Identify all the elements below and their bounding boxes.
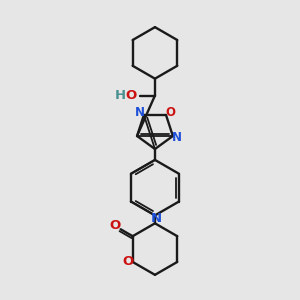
Text: N: N	[135, 106, 145, 119]
Text: O: O	[125, 89, 136, 102]
Text: N: N	[150, 212, 161, 225]
Text: H: H	[115, 89, 126, 102]
Text: N: N	[172, 131, 182, 145]
Text: O: O	[165, 106, 175, 119]
Text: O: O	[122, 256, 133, 268]
Text: O: O	[109, 219, 120, 232]
